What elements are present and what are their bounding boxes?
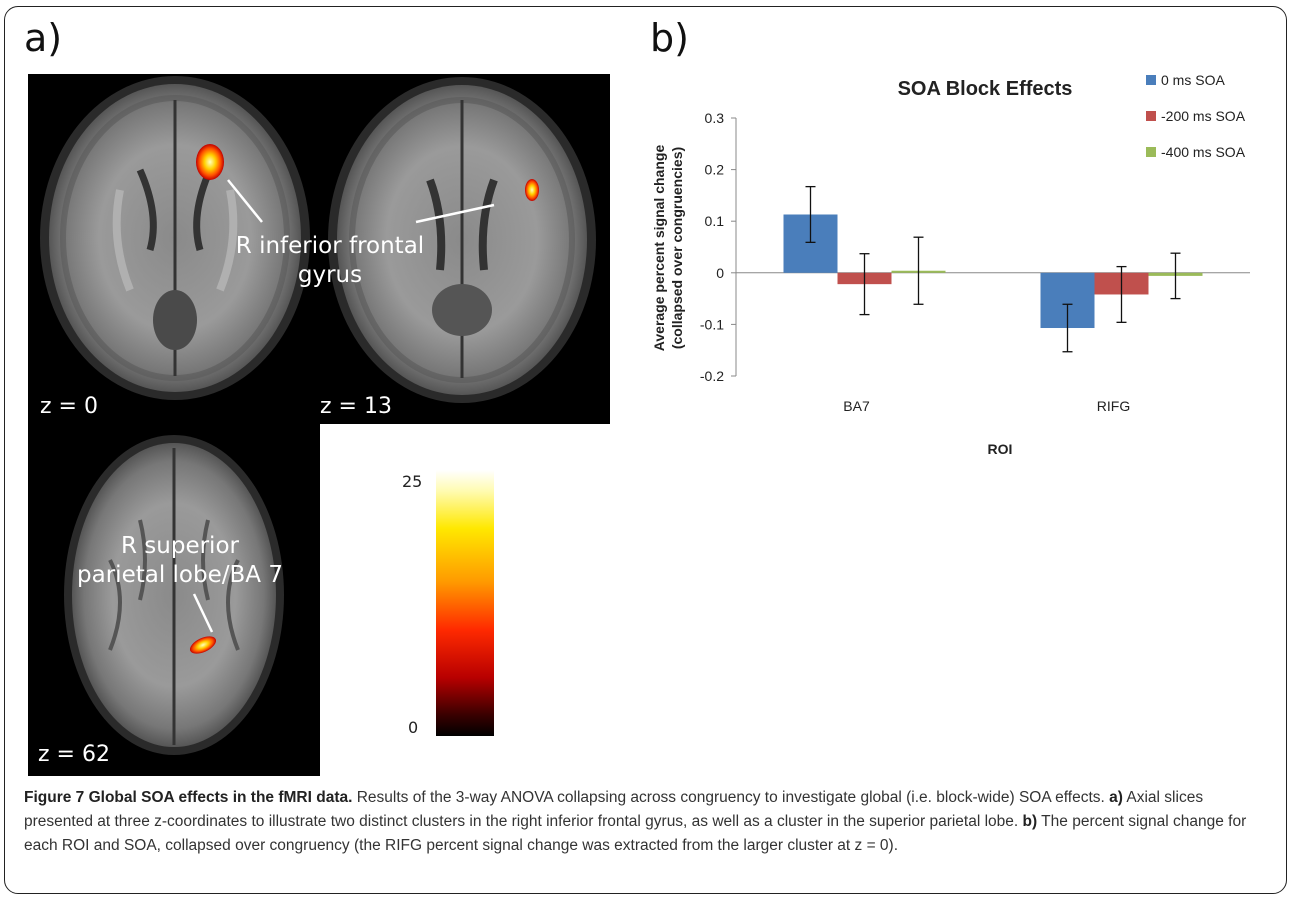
x-tick-label-RIFG: RIFG [1097, 398, 1130, 414]
colorbar [436, 470, 494, 736]
y-tick-label: 0.1 [705, 213, 725, 229]
brain-slice-z0 [40, 76, 310, 400]
annotation-r-inferior-frontal-gyrus: R inferior frontal gyrus [235, 233, 425, 288]
legend-label-2: -400 ms SOA [1161, 144, 1246, 160]
legend-label-0: 0 ms SOA [1161, 72, 1225, 88]
legend-swatch-0 [1146, 75, 1156, 85]
panel-b-label: b) [650, 16, 689, 60]
y-tick-label: -0.2 [700, 368, 724, 384]
caption-intro: Results of the 3-way ANOVA collapsing ac… [352, 789, 1105, 806]
caption-a-label: a) [1109, 789, 1123, 806]
annotation-r-superior-parietal-lobe: R superior parietal lobe/BA 7 [77, 533, 283, 588]
caption-a-text: Axial slices presented at three z-coordi… [24, 789, 1204, 830]
brain-slice-z13 [328, 77, 596, 403]
y-axis-label-line2: (collapsed over congruencies) [669, 147, 685, 349]
colorbar-min-label: 0 [408, 718, 419, 737]
figure-frame [4, 6, 1287, 894]
caption-b-label: b) [1022, 813, 1038, 830]
y-tick-label: 0 [716, 265, 724, 281]
legend-swatch-2 [1146, 147, 1156, 157]
colorbar-max-label: 25 [402, 472, 423, 491]
activation-cluster-ifg-z0 [196, 144, 224, 180]
panel-a-label: a) [24, 16, 63, 60]
slice-label-z0: z = 0 [40, 394, 98, 419]
y-tick-label: 0.2 [705, 162, 725, 178]
x-axis-label: ROI [988, 441, 1013, 457]
caption-title: Figure 7 Global SOA effects in the fMRI … [24, 789, 353, 806]
slice-label-z62: z = 62 [38, 742, 110, 767]
y-tick-label: -0.1 [700, 316, 724, 332]
activation-cluster-ifg-z13 [525, 179, 539, 201]
activation-cluster-bpl [189, 636, 217, 654]
figure-caption: Figure 7 Global SOA effects in the fMRI … [24, 786, 1274, 858]
caption-b-text: The percent signal change for each ROI a… [24, 813, 1247, 854]
legend-swatch-1 [1146, 111, 1156, 121]
y-axis-label-line1: Average percent signal change [651, 145, 667, 352]
y-tick-label: 0.3 [705, 110, 725, 126]
x-tick-label-BA7: BA7 [843, 398, 870, 414]
legend-label-1: -200 ms SOA [1161, 108, 1246, 124]
chart-title: SOA Block Effects [898, 78, 1073, 100]
slice-label-z13: z = 13 [320, 394, 392, 419]
brain-slice-z62 [64, 435, 284, 755]
